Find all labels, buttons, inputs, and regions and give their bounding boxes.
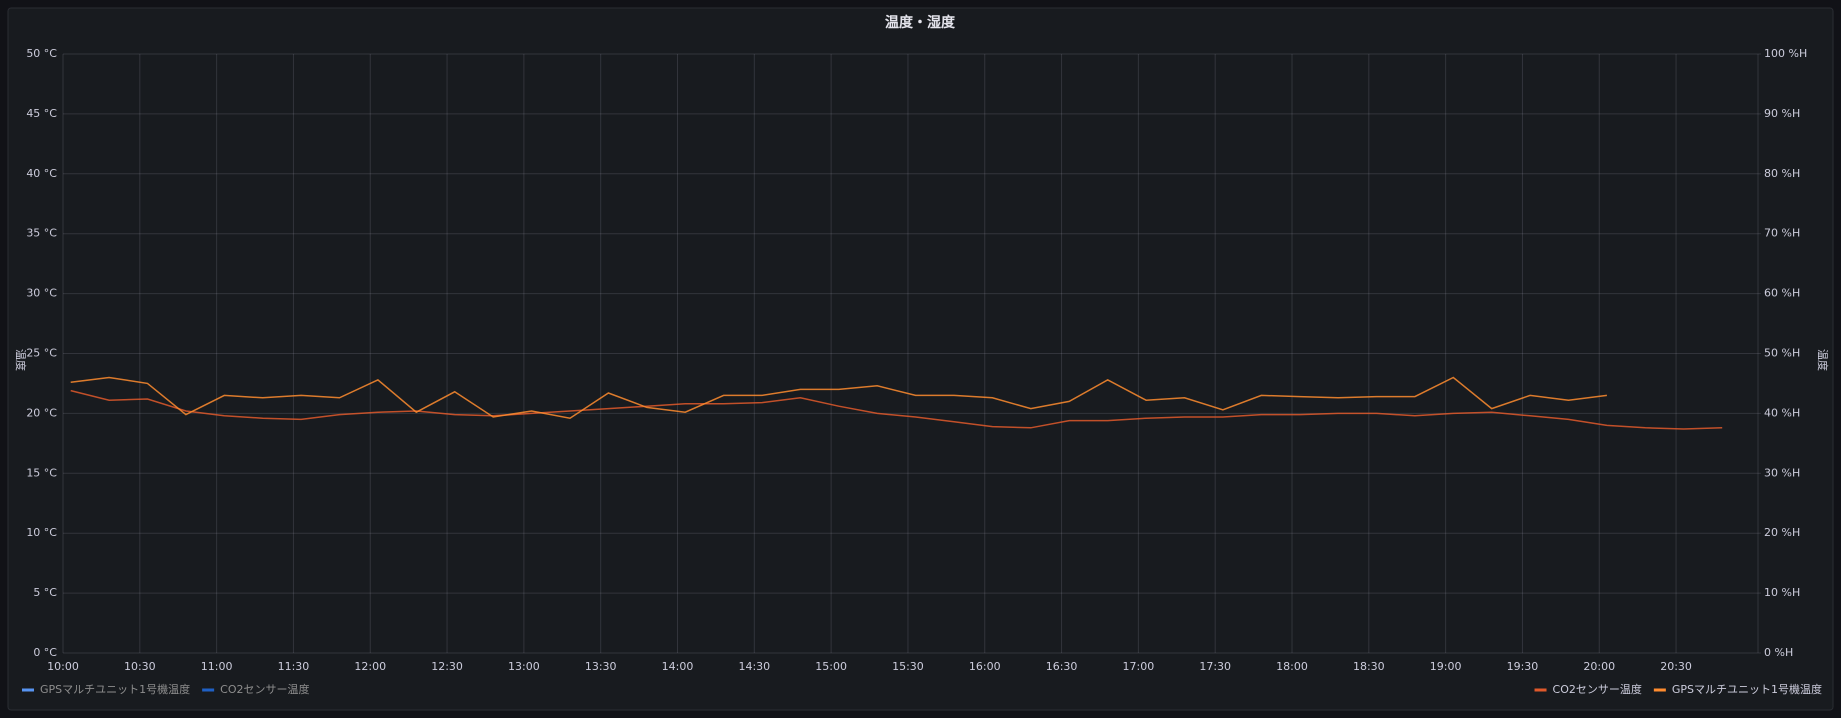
y-tick-label: 5 °C <box>33 586 57 599</box>
x-tick-label: 19:30 <box>1507 660 1539 673</box>
x-tick-label: 19:00 <box>1430 660 1462 673</box>
x-tick-label: 17:30 <box>1199 660 1231 673</box>
y-axis-label: 温度 <box>14 349 28 371</box>
x-tick-label: 11:00 <box>201 660 233 673</box>
x-tick-label: 15:30 <box>892 660 924 673</box>
legend-label: CO2センサー温度 <box>220 682 309 696</box>
line-series <box>70 376 1607 419</box>
y-tick-label: 40 °C <box>26 167 57 180</box>
y-tick-label: 0 °C <box>33 646 57 659</box>
legend-swatch <box>1653 688 1666 692</box>
y2-tick-label: 50 %H <box>1764 347 1800 360</box>
y2-tick-label: 80 %H <box>1764 167 1800 180</box>
panel <box>7 7 1834 711</box>
y-tick-label: 30 °C <box>26 287 57 300</box>
y-tick-label: 45 °C <box>26 107 57 120</box>
y2-tick-label: 40 %H <box>1764 406 1800 419</box>
x-tick-label: 15:00 <box>815 660 847 673</box>
x-tick-label: 13:00 <box>508 660 540 673</box>
x-tick-label: 18:00 <box>1276 660 1308 673</box>
x-tick-label: 11:30 <box>278 660 310 673</box>
x-tick-label: 10:00 <box>47 660 79 673</box>
y-tick-label: 10 °C <box>26 526 57 539</box>
legend-item: CO2センサー温度 <box>1534 682 1642 696</box>
legend-item: CO2センサー温度 <box>202 682 309 696</box>
y2-tick-label: 60 %H <box>1764 287 1800 300</box>
y-tick-label: 35 °C <box>26 227 57 240</box>
x-tick-label: 12:30 <box>431 660 463 673</box>
x-tick-label: 16:30 <box>1046 660 1078 673</box>
y2-tick-label: 20 %H <box>1764 526 1800 539</box>
x-tick-label: 16:00 <box>969 660 1001 673</box>
y-tick-label: 15 °C <box>26 466 57 479</box>
y2-tick-label: 90 %H <box>1764 107 1800 120</box>
x-tick-label: 13:30 <box>585 660 617 673</box>
x-tick-label: 10:30 <box>124 660 156 673</box>
legend-item: GPSマルチユニット1号機温度 <box>22 682 190 696</box>
y2-tick-label: 70 %H <box>1764 227 1800 240</box>
legend-item: GPSマルチユニット1号機温度 <box>1653 682 1822 696</box>
legend-label: CO2センサー温度 <box>1553 682 1642 696</box>
x-tick-label: 12:00 <box>354 660 386 673</box>
y2-tick-label: 10 %H <box>1764 586 1800 599</box>
y2-tick-label: 100 %H <box>1764 47 1807 60</box>
y-tick-label: 25 °C <box>26 347 57 360</box>
y2-tick-label: 30 %H <box>1764 466 1800 479</box>
y-tick-label: 20 °C <box>26 406 57 419</box>
legend-label: GPSマルチユニット1号機温度 <box>1672 682 1822 696</box>
x-tick-label: 17:00 <box>1123 660 1155 673</box>
x-tick-label: 14:00 <box>662 660 694 673</box>
y2-tick-label: 0 %H <box>1764 646 1793 659</box>
x-tick-label: 20:30 <box>1660 660 1692 673</box>
legend-swatch <box>1534 688 1547 692</box>
x-tick-label: 20:00 <box>1583 660 1615 673</box>
legend-label: GPSマルチユニット1号機温度 <box>40 682 190 696</box>
x-tick-label: 14:30 <box>738 660 770 673</box>
legend-swatch <box>22 688 34 692</box>
line-series <box>70 389 1723 430</box>
x-tick-label: 18:30 <box>1353 660 1385 673</box>
chart-title: 温度・湿度 <box>885 14 956 31</box>
y-tick-label: 50 °C <box>26 47 57 60</box>
legend-swatch <box>202 688 215 692</box>
y2-axis-label: 温度 <box>1816 349 1830 371</box>
